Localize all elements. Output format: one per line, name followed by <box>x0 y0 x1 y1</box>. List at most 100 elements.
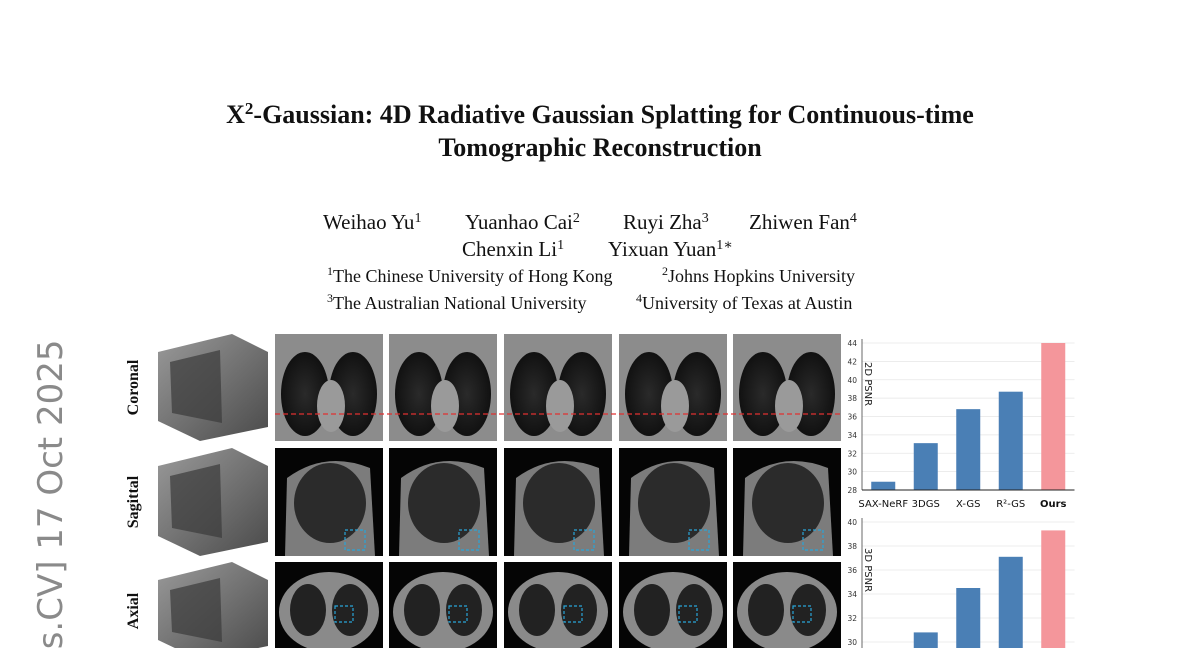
y-tick-label: 36 <box>847 413 857 422</box>
bar <box>998 556 1023 648</box>
heart <box>546 380 574 432</box>
author: Yuanhao Cai2 <box>465 210 580 234</box>
author: Ruyi Zha3 <box>623 210 709 234</box>
volume-cut <box>170 464 222 538</box>
bar <box>1041 343 1066 490</box>
lung <box>748 584 784 636</box>
text-span: Yuanhao Cai <box>465 210 573 234</box>
author: Chenxin Li1 <box>462 237 564 261</box>
title-line: Tomographic Reconstruction <box>438 133 762 162</box>
superscript: 2 <box>245 99 254 118</box>
author: Zhiwen Fan4 <box>749 210 857 234</box>
y-tick-label: 28 <box>847 486 857 495</box>
bar <box>998 391 1023 490</box>
text-span: Weihao Yu <box>323 210 415 234</box>
y-tick-label: 40 <box>847 518 857 527</box>
y-axis-label: 2D PSNR <box>862 362 873 406</box>
superscript: 2 <box>662 264 668 278</box>
roi-box <box>678 605 698 623</box>
superscript: 4 <box>636 291 642 305</box>
y-tick-label: 38 <box>847 542 857 551</box>
lung-field <box>523 463 595 543</box>
lung-field <box>752 463 824 543</box>
affiliation: 2Johns Hopkins University <box>662 264 855 286</box>
heart <box>775 380 803 432</box>
text-span: Zhiwen Fan <box>749 210 850 234</box>
y-tick-label: 32 <box>847 449 857 458</box>
y-tick-label: 34 <box>847 431 857 440</box>
lung <box>561 584 597 636</box>
roi-box <box>792 605 812 623</box>
volume-cut <box>170 350 222 423</box>
y-tick-label: 40 <box>847 376 857 385</box>
y-tick-label: 30 <box>847 468 857 477</box>
author: Yixuan Yuan1∗ <box>608 237 733 261</box>
superscript: 1 <box>557 238 564 253</box>
bar <box>956 409 981 490</box>
affiliation: 4University of Texas at Austin <box>636 291 852 313</box>
x-tick-label: Ours <box>1040 499 1067 510</box>
lung-field <box>408 463 480 543</box>
lung <box>446 584 482 636</box>
y-tick-label: 30 <box>847 638 857 647</box>
roi-box <box>334 605 354 623</box>
text-span: University of Texas at Austin <box>642 293 852 313</box>
lung-field <box>294 463 366 543</box>
bar <box>956 588 981 648</box>
y-tick-label: 34 <box>847 590 857 599</box>
lung <box>634 584 670 636</box>
bar <box>913 632 938 648</box>
superscript: 2 <box>573 211 580 226</box>
lung <box>395 352 443 436</box>
title: X2-Gaussian: 4D Radiative Gaussian Splat… <box>226 99 974 130</box>
text-span: X <box>226 100 245 129</box>
text-span: Yixuan Yuan <box>608 237 717 261</box>
lung <box>739 352 787 436</box>
roi-box <box>448 605 468 623</box>
superscript: 3 <box>327 291 333 305</box>
x-tick-label: 3DGS <box>912 499 940 510</box>
arxiv-stamp: cs.CV] 17 Oct 2025 <box>31 340 71 648</box>
lung <box>404 584 440 636</box>
lung <box>281 352 329 436</box>
lung <box>790 584 826 636</box>
text-span: Ruyi Zha <box>623 210 702 234</box>
x-tick-label: X-GS <box>956 499 980 510</box>
y-tick-label: 32 <box>847 614 857 623</box>
roi-box <box>563 605 583 623</box>
x-tick-label: SAX-NeRF <box>858 499 908 510</box>
y-tick-label: 42 <box>847 357 857 366</box>
heart <box>431 380 459 432</box>
superscript: 4 <box>850 211 857 226</box>
y-axis-label: 3D PSNR <box>862 548 873 592</box>
author: Weihao Yu1 <box>323 210 421 234</box>
y-tick-label: 38 <box>847 394 857 403</box>
lung <box>625 352 673 436</box>
affiliation: 3The Australian National University <box>327 291 586 313</box>
x-tick-label: R²-GS <box>996 499 1025 510</box>
bar <box>871 481 896 490</box>
y-tick-label: 44 <box>847 339 857 348</box>
bar <box>913 443 938 490</box>
y-tick-label: 36 <box>847 566 857 575</box>
lung <box>510 352 558 436</box>
row-label: Sagittal <box>125 475 142 528</box>
superscript: 1 <box>327 264 333 278</box>
row-label: Coronal <box>125 359 142 415</box>
bar <box>1041 530 1066 648</box>
lung <box>519 584 555 636</box>
text-span: The Chinese University of Hong Kong <box>333 266 612 286</box>
lung-field <box>638 463 710 543</box>
roi-box <box>458 529 480 551</box>
text-span: -Gaussian: 4D Radiative Gaussian Splatti… <box>253 100 973 129</box>
roi-box <box>688 529 710 551</box>
text-span: The Australian National University <box>333 293 586 313</box>
lung <box>332 584 368 636</box>
superscript: 1 <box>414 211 421 226</box>
volume-cut <box>170 578 222 642</box>
text-span: Johns Hopkins University <box>668 266 855 286</box>
superscript: 3 <box>702 211 709 226</box>
text-span: Chenxin Li <box>462 237 557 261</box>
lung <box>290 584 326 636</box>
